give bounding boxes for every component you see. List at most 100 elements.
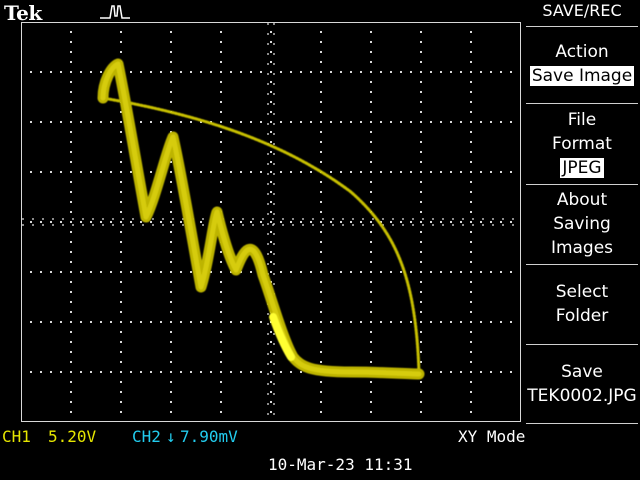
graticule-dot [270,381,272,383]
graticule-dot [262,218,264,220]
graticule-dot [270,71,272,73]
graticule-dot [40,121,42,123]
graticule-dot [32,224,34,226]
graticule-dot [220,31,222,33]
graticule-dot [420,401,422,403]
graticule-dot [273,143,275,145]
graticule-dot [462,218,464,220]
graticule-dot [470,341,472,343]
graticule-dot [320,331,322,333]
graticule-dot [232,218,234,220]
graticule-dot [400,171,402,173]
graticule-dot [510,371,512,373]
graticule-dot [370,361,372,363]
file-format-menu-button[interactable]: File Format JPEG [524,108,640,180]
graticule-dot [270,341,272,343]
graticule-dot [350,171,352,173]
graticule-dot [270,331,272,333]
graticule-dot [273,163,275,165]
graticule-dot [230,321,232,323]
graticule-dot [350,271,352,273]
graticule-dot [470,331,472,333]
graticule-dot [500,221,502,223]
graticule-dot [267,313,269,315]
graticule-dot [390,221,392,223]
graticule-dot [380,221,382,223]
graticule-dot [370,101,372,103]
graticule-dot [440,121,442,123]
graticule-dot [267,413,269,415]
graticule-dot [502,224,504,226]
graticule-dot [402,224,404,226]
action-menu-button[interactable]: Action Save Image [524,40,640,88]
graticule-dot [382,224,384,226]
graticule-dot [270,101,272,103]
graticule-dot [170,61,172,63]
graticule-dot [267,393,269,395]
graticule-dot [70,401,72,403]
graticule-dot [370,241,372,243]
graticule-dot [420,341,422,343]
save-file-menu-button[interactable]: Save TEK0002.JPG [524,360,640,408]
graticule-dot [273,393,275,395]
graticule-dot [273,383,275,385]
graticule-dot [230,121,232,123]
graticule-dot [267,33,269,35]
graticule-dot [410,221,412,223]
graticule-dot [470,221,472,223]
graticule-dot [370,221,372,223]
graticule-dot [330,271,332,273]
graticule-dot [470,251,472,253]
graticule-dot [370,261,372,263]
graticule-dot [472,218,474,220]
graticule-dot [180,271,182,273]
graticule-dot [170,351,172,353]
graticule-dot [370,91,372,93]
graticule-dot [180,71,182,73]
graticule-dot [170,341,172,343]
graticule-dot [370,381,372,383]
graticule-dot [160,221,162,223]
graticule-dot [220,181,222,183]
graticule-dot [273,413,275,415]
graticule-dot [120,131,122,133]
about-saving-images-menu-button[interactable]: About Saving Images [524,188,640,260]
graticule-dot [420,321,422,323]
graticule-dot [152,218,154,220]
graticule-dot [320,151,322,153]
graticule-dot [273,43,275,45]
graticule-dot [70,341,72,343]
graticule-dot [470,371,472,373]
select-folder-menu-button[interactable]: Select Folder [524,280,640,328]
graticule-dot [270,211,272,213]
graticule-dot [70,101,72,103]
graticule-dot [320,281,322,283]
graticule-dot [470,101,472,103]
graticule-display [21,22,521,422]
graticule-dot [50,121,52,123]
graticule-dot [290,321,292,323]
graticule-dot [372,218,374,220]
graticule-dot [410,271,412,273]
graticule-dot [70,231,72,233]
graticule-dot [70,391,72,393]
graticule-dot [70,41,72,43]
graticule-dot [220,391,222,393]
graticule-dot [80,371,82,373]
graticule-dot [82,224,84,226]
graticule-dot [70,171,72,173]
graticule-dot [420,51,422,53]
graticule-dot [390,271,392,273]
save-filename: TEK0002.JPG [527,386,637,406]
graticule-dot [320,31,322,33]
graticule-dot [70,301,72,303]
graticule-dot [220,91,222,93]
graticule-dot [320,221,322,223]
graticule-dot [500,121,502,123]
graticule-dot [270,391,272,393]
graticule-dot [70,181,72,183]
graticule-dot [420,241,422,243]
graticule-dot [370,201,372,203]
graticule-dot [470,91,472,93]
graticule-dot [250,71,252,73]
